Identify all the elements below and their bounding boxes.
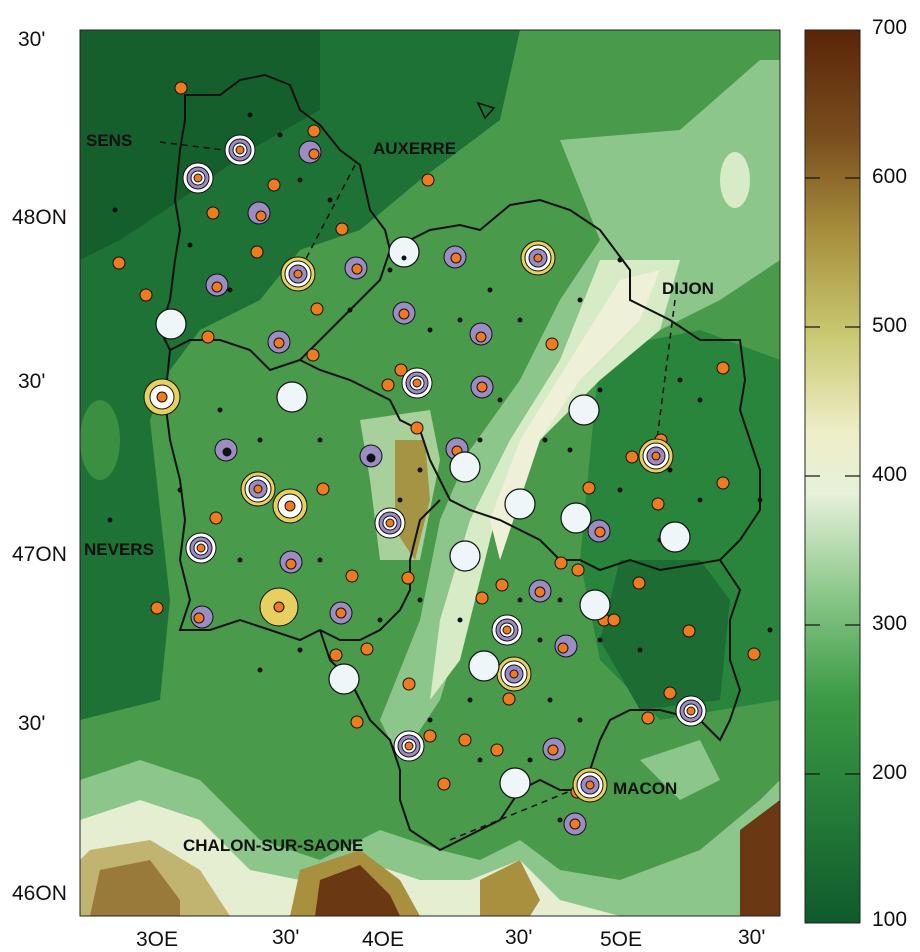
- lon-label-3-30: 30': [272, 926, 299, 949]
- city-label-macon: MACON: [613, 779, 677, 798]
- white-marker-dots: [401, 255, 407, 261]
- colorbar-label-300: 300: [872, 612, 907, 635]
- colorbar-label-400: 400: [872, 463, 907, 486]
- triangle-marker: [476, 101, 496, 120]
- ringed-markers: [143, 134, 707, 803]
- lat-label-48-30: 30': [18, 28, 45, 51]
- lat-label-46n: 46ON: [12, 882, 67, 905]
- lon-label-4-30: 30': [505, 926, 532, 949]
- station-dots: [107, 112, 773, 823]
- region-borders: [158, 73, 761, 852]
- lat-label-46-30: 30': [18, 712, 45, 735]
- city-label-auxerre: AUXERRE: [373, 139, 456, 158]
- city-label-sens: SENS: [86, 131, 132, 150]
- lon-label-3e: 3OE: [136, 928, 178, 951]
- lon-label-5e: 5OE: [600, 928, 642, 951]
- lon-label-5-30: 30': [738, 926, 765, 949]
- map-frame: [79, 29, 781, 917]
- colorbar-label-100: 100: [872, 908, 907, 931]
- lon-label-4e: 4OE: [362, 928, 404, 951]
- colorbar-label-700: 700: [872, 16, 907, 39]
- city-label-dijon: DIJON: [662, 279, 714, 298]
- colorbar-label-500: 500: [872, 314, 907, 337]
- colorbar-label-200: 200: [872, 761, 907, 784]
- lat-label-48n: 48ON: [12, 206, 67, 229]
- colorbar: 700 600 500 400 300 200 100: [804, 16, 907, 931]
- city-label-chalon: CHALON-SUR-SAONE: [183, 836, 363, 855]
- lat-label-47-30: 30': [18, 370, 45, 393]
- city-label-nevers: NEVERS: [84, 540, 154, 559]
- white-markers: [155, 236, 691, 799]
- colorbar-label-600: 600: [872, 165, 907, 188]
- lat-label-47n: 47ON: [12, 543, 67, 566]
- colorbar-ticks: [805, 177, 860, 775]
- purple-markers: [190, 140, 611, 836]
